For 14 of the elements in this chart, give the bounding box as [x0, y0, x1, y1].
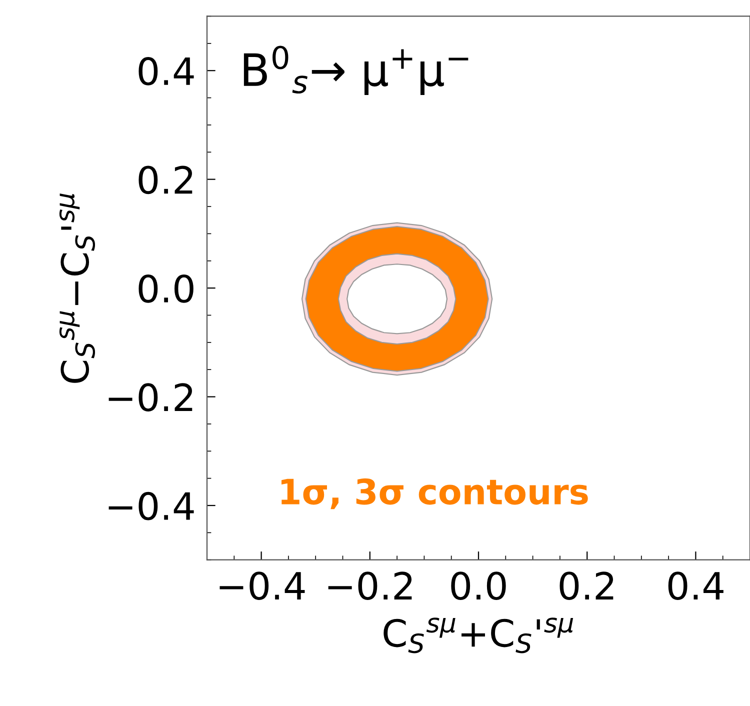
x-tick-label: 0.4: [668, 572, 724, 600]
y-tick-label: −0.4: [108, 492, 194, 520]
text: B$^{0}$$_{s}$→ μ$^{+}$μ$^{−}$: [244, 46, 468, 96]
y-tick-label: 0.2: [138, 166, 192, 194]
y-axis-title: C$_{S}$$^{sμ}$−C$_{S}$'$^{sμ}$: [59, 193, 96, 383]
x-tick-label: 0.0: [451, 572, 506, 600]
annotation: 1σ, 3σ contours: [282, 478, 588, 510]
y-tick-label: 0.0: [138, 274, 194, 303]
x-tick-label: −0.4: [220, 572, 305, 600]
x-axis-title: C$_{S}$$^{sμ}$+C$_{S}$'$^{sμ}$: [384, 618, 574, 654]
x-tick-label: 0.2: [560, 572, 614, 600]
y-tick-label: −0.2: [108, 383, 192, 412]
y-tick-label: 0.4: [138, 57, 194, 86]
x-tick-label: −0.2: [328, 572, 412, 600]
